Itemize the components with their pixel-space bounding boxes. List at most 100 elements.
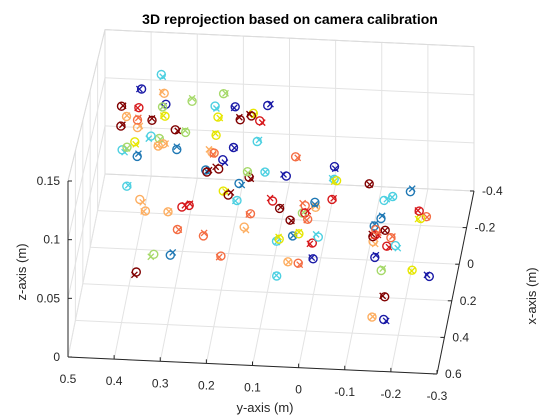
y-tick-label: 0 — [295, 383, 302, 397]
reprojected-point — [130, 271, 138, 279]
original-point — [242, 166, 253, 177]
x-tick-label: -0.4 — [482, 184, 503, 198]
original-point — [329, 161, 340, 172]
original-point — [160, 111, 170, 121]
reprojected-point — [132, 140, 140, 148]
floor-grid-line-y — [252, 182, 290, 366]
x-axis-line — [436, 190, 475, 375]
original-point — [267, 196, 278, 206]
reprojected-point — [295, 228, 303, 236]
floor-grid-line-x — [82, 283, 452, 302]
original-point — [414, 206, 424, 216]
reprojected-point — [280, 170, 287, 178]
reprojected-point — [312, 230, 320, 238]
reprojected-point — [158, 88, 166, 96]
original-point — [228, 142, 239, 153]
top-edge-back — [104, 29, 475, 48]
original-point — [134, 102, 144, 113]
floor-grid-line-y — [390, 188, 429, 372]
reprojected-point — [330, 194, 338, 202]
original-point — [218, 154, 228, 165]
reprojected-point — [382, 317, 390, 325]
reprojected-point — [212, 105, 220, 112]
reprojected-point — [216, 114, 224, 122]
reprojected-point — [277, 203, 285, 211]
reprojected-point — [175, 226, 183, 234]
reprojected-point — [266, 194, 274, 202]
x-tick-label: 0.6 — [445, 367, 462, 381]
original-point — [283, 257, 293, 267]
floor-grid-line-y — [205, 180, 244, 364]
back-wall-grid — [67, 29, 475, 375]
floor-grid-line-x — [75, 319, 445, 338]
x-tick-label: 0.2 — [460, 294, 477, 308]
floor-grid-line-y — [344, 186, 383, 370]
reprojected-point — [303, 216, 311, 224]
original-point — [165, 250, 176, 260]
reprojected-point — [366, 181, 374, 188]
reprojected-point — [299, 199, 307, 207]
reprojected-point — [159, 112, 167, 120]
y-tick-label: 0.5 — [60, 372, 77, 386]
reprojected-point — [134, 114, 142, 122]
reprojected-point — [145, 135, 153, 143]
reprojected-point — [200, 229, 208, 237]
reprojected-point — [308, 254, 316, 262]
original-point — [211, 130, 221, 141]
reprojected-point — [230, 104, 238, 112]
original-point — [421, 211, 432, 222]
reprojected-point — [118, 121, 126, 129]
reprojected-point — [244, 169, 252, 177]
original-point — [310, 197, 320, 208]
reprojected-point — [212, 163, 220, 171]
original-point — [290, 152, 301, 162]
reprojected-point — [266, 100, 274, 108]
original-point — [371, 224, 381, 235]
original-point — [163, 207, 173, 217]
reprojected-point — [272, 271, 280, 279]
reprojected-point — [139, 198, 147, 206]
original-point — [388, 191, 398, 202]
grid-line-z — [104, 125, 475, 144]
reprojected-point — [388, 193, 396, 201]
reprojected-point — [123, 144, 131, 152]
top-edge-left — [67, 29, 106, 182]
reprojected-point — [186, 200, 194, 208]
grid-line-z — [104, 77, 475, 96]
axes-frame — [67, 29, 475, 375]
original-point — [180, 127, 191, 138]
reprojected-point — [135, 85, 143, 93]
reprojected-point — [294, 154, 302, 162]
reprojected-point — [134, 150, 142, 158]
original-point — [157, 102, 168, 112]
original-point — [147, 115, 157, 126]
original-point — [376, 213, 386, 224]
reprojected-point — [165, 207, 173, 215]
reprojected-point — [124, 181, 132, 189]
y-tick-label: 0.1 — [244, 381, 261, 395]
reprojected-point — [134, 104, 142, 112]
y-tick-label: 0.3 — [152, 376, 169, 390]
reprojected-point — [388, 233, 396, 240]
reprojected-point — [306, 240, 314, 248]
original-point — [218, 88, 229, 99]
x-tick-label: 0 — [467, 257, 474, 271]
tick-labels: 0.5 0.4 0.3 0.2 0.1 0 -0.1 -0.2 -0.3 0 0.05 0.1 0.15… — [37, 174, 503, 403]
reprojected-point — [231, 197, 239, 205]
original-point — [272, 271, 282, 281]
original-point — [303, 214, 313, 225]
reprojected-point — [227, 189, 235, 196]
reprojected-point — [328, 174, 336, 182]
original-point — [380, 292, 390, 302]
original-point — [210, 101, 220, 111]
reprojected-point — [275, 233, 283, 241]
original-point — [116, 101, 127, 111]
original-point — [293, 258, 303, 268]
reprojected-point — [169, 248, 177, 256]
side-grid-line-z — [67, 173, 106, 358]
reprojected-point — [121, 148, 129, 156]
x-tick-label: 0.4 — [452, 330, 469, 344]
reprojected-point — [304, 207, 312, 215]
reprojected-point — [285, 258, 293, 266]
